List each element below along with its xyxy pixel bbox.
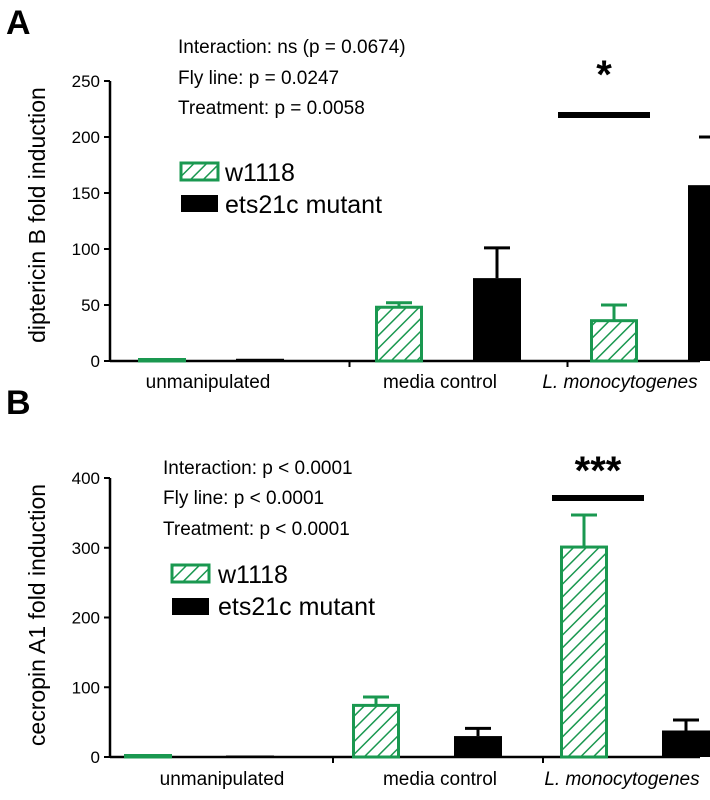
- panel-b-bar-w1118: [352, 703, 400, 759]
- panel-a-stat-flyline: Fly line: p = 0.0247: [178, 68, 339, 89]
- panel-a-stat-treatment: Treatment: p = 0.0058: [178, 98, 365, 119]
- panel-b-bar-w1118: [560, 545, 608, 759]
- panel-a-ylabel: diptericin B fold induction: [24, 87, 50, 343]
- panel-b-stat-flyline: Fly line: p < 0.0001: [163, 488, 324, 509]
- panel-a-bar-mutant: [688, 185, 710, 361]
- panel-b-ylabel: cecropin A1 fold induction: [24, 484, 50, 746]
- panel-b-plot: 0 100 200 300 400 unmanipulated media control L…: [72, 449, 710, 790]
- panel-b-ytick-label: 0: [91, 748, 100, 767]
- panel-b-category-label: unmanipulated: [160, 769, 285, 790]
- panel-a-legend-label-w1118: w1118: [224, 159, 295, 187]
- panel-b-significance-label: ***: [575, 449, 622, 493]
- panel-b-bar-w1118: [124, 754, 172, 759]
- panel-a-bar-mutant: [236, 358, 284, 361]
- panel-a-ytick-label: 250: [72, 72, 100, 91]
- panel-a-ytick-label: 200: [72, 128, 100, 147]
- panel-b-ytick-label: 400: [72, 469, 100, 488]
- panel-b-legend: w1118 ets21c mutant: [170, 561, 375, 621]
- panel-a-stat-interaction: Interaction: ns (p = 0.0674): [178, 37, 406, 58]
- panel-b-ytick-label: 300: [72, 539, 100, 558]
- panel-b-legend-label-w1118: w1118: [217, 561, 288, 589]
- panel-a-legend-label-mutant: ets21c mutant: [225, 191, 382, 219]
- panel-b-letter: B: [6, 384, 31, 422]
- panel-a-category-label: L. monocytogenes: [542, 372, 698, 393]
- panel-a-letter: A: [6, 4, 31, 42]
- panel-a: A diptericin B fold induction Interactio…: [6, 4, 710, 393]
- panel-b-category-label: L. monocytogenes: [544, 769, 700, 790]
- panel-b-bar-mutant: [226, 755, 274, 757]
- panel-b: B cecropin A1 fold induction Interaction…: [6, 384, 710, 790]
- panel-a-bar-w1118: [375, 305, 423, 363]
- panel-a-legend: w1118 ets21c mutant: [179, 159, 382, 219]
- panel-a-ytick-label: 100: [72, 240, 100, 259]
- panel-a-legend-swatch-mutant: [181, 195, 218, 212]
- panel-b-ytick-label: 200: [72, 609, 100, 628]
- panel-a-category-label: unmanipulated: [146, 372, 271, 393]
- panel-b-legend-label-mutant: ets21c mutant: [218, 593, 375, 621]
- panel-a-bar-w1118: [138, 358, 186, 363]
- panel-a-ytick-label: 150: [72, 184, 100, 203]
- panel-b-category-label: media control: [383, 769, 497, 790]
- panel-b-stat-interaction: Interaction: p < 0.0001: [163, 458, 353, 479]
- panel-b-bar-mutant: [662, 730, 710, 757]
- panel-a-ytick-label: 50: [81, 296, 100, 315]
- panel-b-legend-swatch-mutant: [172, 598, 209, 615]
- panel-b-ytick-label: 100: [72, 678, 100, 697]
- panel-a-bar-w1118: [590, 319, 638, 363]
- panel-b-bar-mutant: [454, 736, 502, 757]
- panel-b-stat-treatment: Treatment: p < 0.0001: [163, 519, 350, 540]
- panel-b-legend-swatch-w1118: [170, 563, 211, 584]
- panel-a-significance-label: *: [596, 53, 612, 97]
- panel-a-ytick-label: 0: [91, 352, 100, 371]
- panel-a-plot: 0 50 100 150 200 250 unmanipulated media contro…: [72, 53, 710, 393]
- panel-a-legend-swatch-w1118: [179, 161, 220, 182]
- panel-a-category-label: media control: [383, 372, 497, 393]
- panel-a-bar-mutant: [473, 278, 521, 361]
